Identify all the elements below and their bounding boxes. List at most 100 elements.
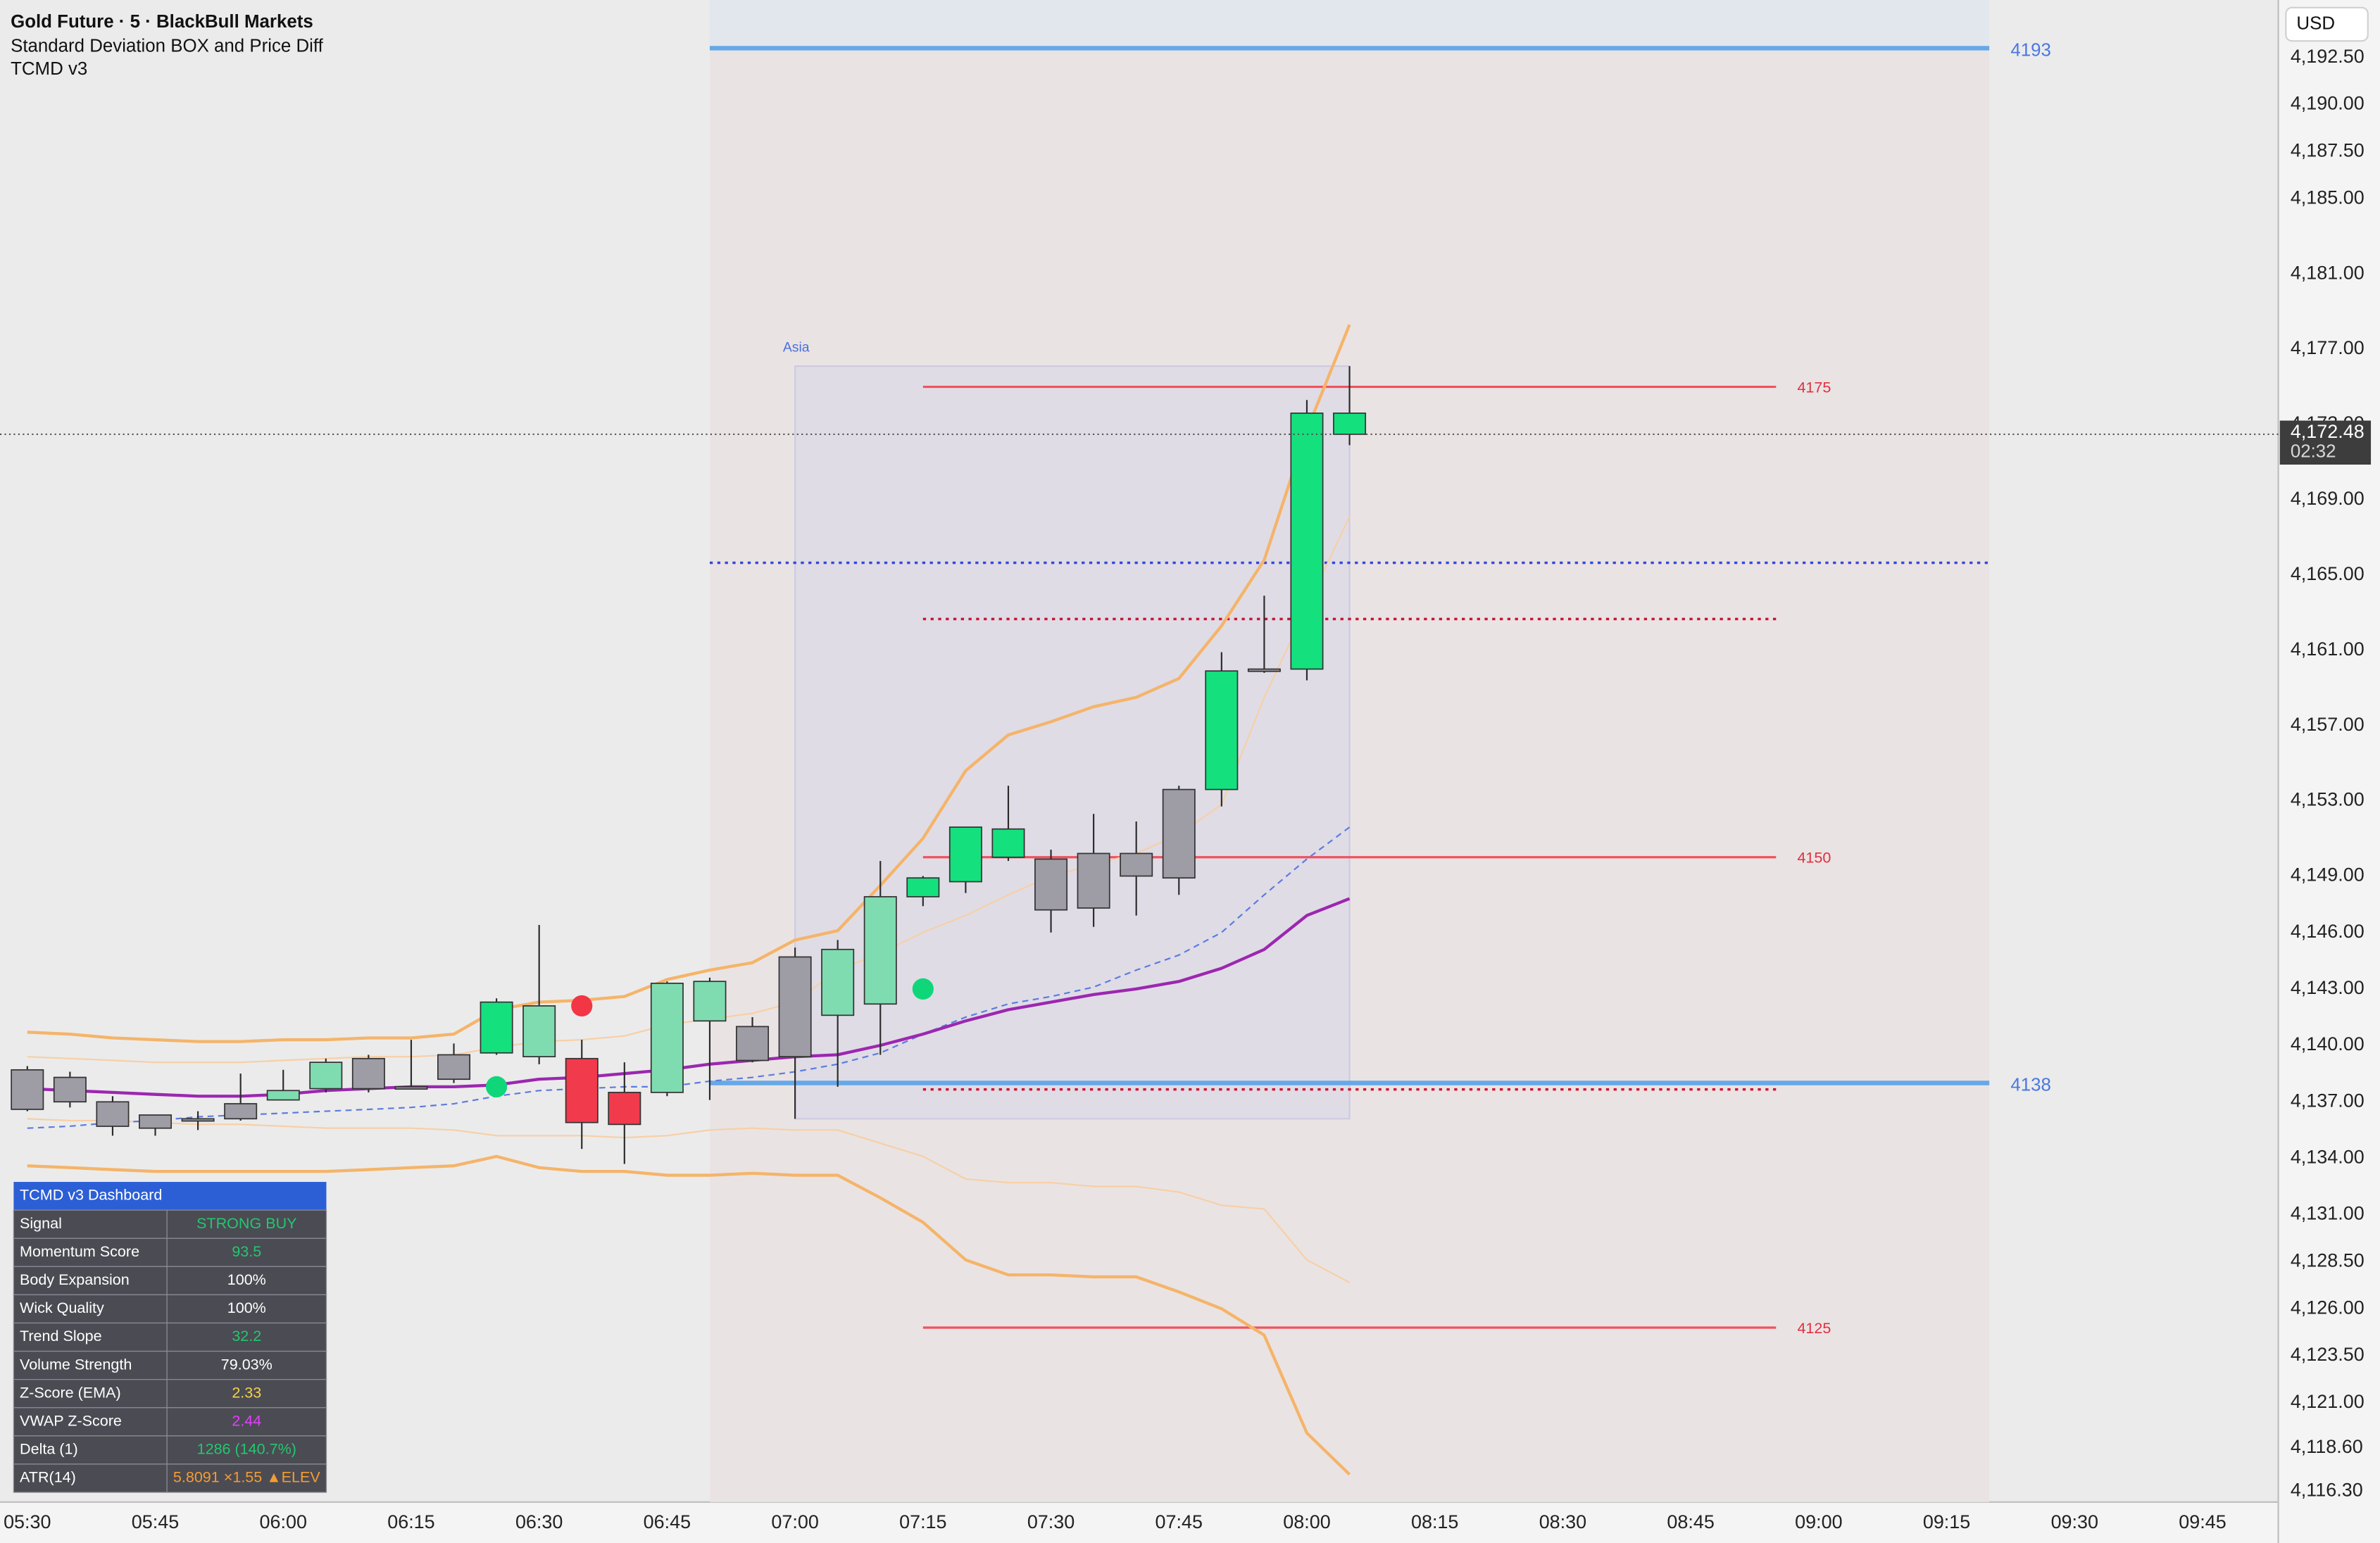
dashboard-label: Trend Slope [20,1327,102,1344]
candle-body [991,828,1025,858]
candle-body [351,1057,385,1090]
y-tick-label: 4,146.00 [2291,921,2365,942]
marks-layer [0,324,2279,1476]
candle-body [224,1103,258,1120]
y-tick-label: 4,169.00 [2291,488,2365,509]
dashboard-cell [166,1209,327,1239]
x-tick-label: 08:15 [1411,1511,1458,1532]
y-tick-label: 4,134.00 [2291,1147,2365,1168]
dashboard-cell [166,1237,327,1267]
price-level-label: 4125 [1797,1319,1831,1337]
candle-body [778,956,812,1057]
y-tick-label: 4,121.00 [2291,1391,2365,1412]
dashboard-title: TCMD v3 Dashboard [20,1186,162,1204]
y-tick-label: 4,140.00 [2291,1033,2365,1054]
indicator-line [27,826,1351,1129]
dashboard-cell [13,1209,168,1239]
dashboard-cell [166,1435,327,1465]
indicator-line [27,897,1351,1098]
ui-layer: Gold Future · 5 · BlackBull Markets Stan… [4,6,2372,1532]
candle-body [522,1005,556,1057]
dashboard-label: Momentum Score [20,1242,139,1260]
candle-body [394,1086,428,1090]
candle-body [181,1118,215,1122]
session-top [709,0,1990,49]
dashboard-value: 100% [227,1271,266,1288]
candle-body [1162,788,1196,879]
candle-body [480,1001,513,1054]
candle-body [1077,852,1110,909]
candle-body [1034,858,1068,911]
price-level-label: 4150 [1797,849,1831,867]
candle-body [309,1062,343,1090]
session-layer [709,0,1990,1502]
indicator-name: TCMD v3 [11,59,87,79]
dashboard-label: Delta (1) [20,1440,78,1458]
dashboard-cell [166,1266,327,1296]
candle-body [906,877,940,898]
candle-body [266,1090,300,1101]
dashboard-value: 93.5 [232,1242,261,1260]
y-tick-label: 4,143.00 [2291,977,2365,998]
asia-box [794,365,1351,1120]
symbol-title: Gold Future · 5 · BlackBull Markets [11,12,313,32]
x-tick-label: 05:30 [4,1511,51,1532]
dashboard-label: Wick Quality [20,1299,104,1316]
y-tick-label: 4,149.00 [2291,864,2365,886]
dashboard-label: Body Expansion [20,1271,130,1288]
candle-body [1333,412,1367,435]
price-level-label: 4193 [2010,41,2051,61]
x-tick-label: 06:30 [515,1511,563,1532]
dashboard-value: 2.44 [232,1411,261,1429]
y-tick-label: 4,192.50 [2291,46,2365,67]
x-tick-label: 08:30 [1539,1511,1586,1532]
candle-body [1247,668,1281,672]
currency-label[interactable]: USD [2296,13,2335,33]
indicator-line [27,324,1351,1043]
dashboard-value: 1286 (140.7%) [197,1440,296,1458]
y-tick-label: 4,187.50 [2291,140,2365,161]
candle-body [863,896,897,1005]
dashboard-header-bg [13,1182,327,1211]
sell-signal [571,995,593,1017]
price-level-label: 4175 [1797,378,1831,396]
y-tick-label: 4,161.00 [2291,638,2365,660]
y-tick-label: 4,128.50 [2291,1250,2365,1271]
dashboard-cell [166,1350,327,1380]
y-tick-label: 4,185.00 [2291,187,2365,208]
dashboard-cell [13,1322,168,1352]
currency-button[interactable] [2285,6,2369,42]
x-tick-label: 07:00 [771,1511,818,1532]
x-tick-label: 09:15 [1923,1511,1970,1532]
candle-body [821,948,855,1016]
dashboard-cell [166,1463,327,1493]
buy-signal [912,978,934,1000]
y-tick-label: 4,177.00 [2291,337,2365,358]
dashboard-value: 32.2 [232,1327,261,1344]
dashboard-cell [13,1350,168,1380]
x-tick-label: 06:45 [644,1511,691,1532]
countdown-label: 02:32 [2291,442,2336,462]
asia-label: Asia [783,339,810,355]
indicator-name: Standard Deviation BOX and Price Diff [11,37,324,56]
dashboard-cell [13,1463,168,1493]
candle-body [565,1057,599,1123]
candle-body [53,1076,87,1103]
dashboard-value: 5.8091 ×1.55 ▲ELEV [173,1468,320,1486]
y-tick-label: 4,165.00 [2291,563,2365,584]
y-tick-label: 4,157.00 [2291,714,2365,735]
candle-body [948,826,982,883]
x-tick-label: 06:15 [387,1511,434,1532]
dashboard-cell [13,1435,168,1465]
dashboard-cell [166,1322,327,1352]
candle-body [1120,852,1153,877]
dashboard-label: Signal [20,1214,62,1232]
candle-body [96,1101,130,1127]
candle-body [693,981,727,1022]
dashboard-label: VWAP Z-Score [20,1411,122,1429]
dashboard-value: 79.03% [221,1355,273,1373]
dashboard-value: 2.33 [232,1383,261,1401]
x-tick-label: 08:00 [1283,1511,1330,1532]
